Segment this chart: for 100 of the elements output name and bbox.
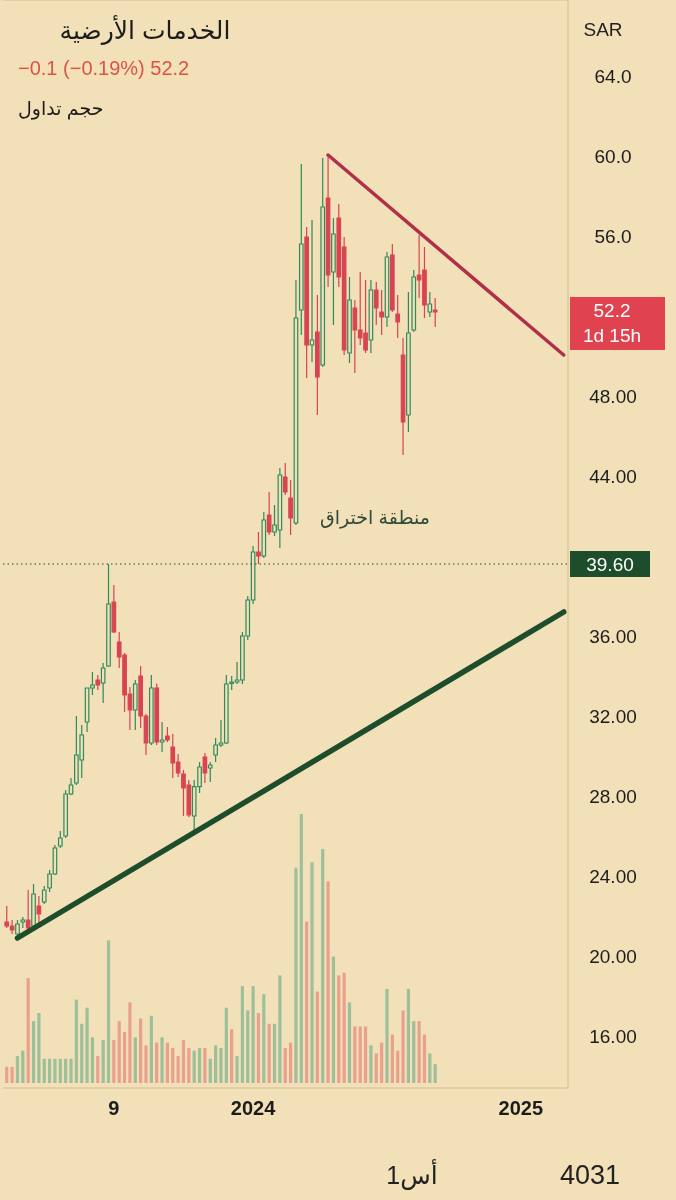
bar	[385, 988, 389, 1083]
bar	[288, 1042, 293, 1083]
bar	[347, 1002, 352, 1083]
candlestick	[31, 883, 36, 929]
text: 52.2	[593, 299, 631, 321]
candlestick	[95, 674, 101, 691]
bar	[272, 1023, 277, 1083]
y-tick-label: 24.00	[589, 865, 637, 887]
y-tick-label: 32.00	[589, 705, 637, 727]
bar	[80, 1023, 84, 1083]
candlestick	[100, 662, 106, 704]
y-tick-label: 44.00	[589, 465, 637, 487]
bar	[5, 1066, 9, 1083]
candlestick	[331, 217, 336, 326]
candlestick	[15, 919, 20, 937]
bar	[74, 999, 78, 1083]
candlestick	[36, 895, 42, 925]
bar	[214, 1045, 218, 1083]
text: 1d 15h	[582, 324, 642, 346]
bar	[251, 986, 255, 1083]
bar	[369, 1045, 373, 1083]
bar	[433, 1064, 437, 1083]
bar	[363, 1026, 368, 1083]
bar	[47, 1058, 52, 1083]
bar	[165, 1042, 170, 1083]
bar	[197, 1048, 202, 1083]
candlestick	[304, 226, 309, 379]
bar	[181, 1039, 186, 1083]
bar	[155, 1042, 159, 1083]
y-tick-label: 36.00	[589, 625, 637, 647]
candlestick	[165, 726, 170, 743]
candlestick	[20, 916, 26, 929]
candlestick	[411, 269, 417, 333]
ref-line-label: 39.60	[586, 553, 634, 575]
bar	[101, 1039, 105, 1083]
candlestick	[389, 243, 395, 313]
bar	[117, 1021, 121, 1083]
candlestick	[293, 279, 299, 526]
bar	[283, 1048, 287, 1083]
bar	[10, 1066, 14, 1083]
bar	[187, 1048, 191, 1083]
candlestick	[379, 289, 384, 336]
candlestick	[202, 752, 208, 784]
bar	[144, 1045, 148, 1083]
annotation: منطقة اختراق	[320, 506, 430, 529]
bar	[267, 1023, 271, 1083]
candlestick	[395, 294, 401, 339]
bar	[326, 881, 330, 1083]
bar	[401, 1010, 405, 1083]
bar	[235, 1056, 239, 1083]
text: 4031	[559, 1160, 621, 1190]
candlestick	[132, 679, 138, 731]
bar	[256, 1013, 261, 1083]
bar	[294, 867, 298, 1083]
candlestick	[57, 830, 63, 849]
candlestick	[309, 219, 315, 363]
candlestick	[347, 276, 352, 364]
candlestick	[432, 297, 438, 328]
candlestick	[41, 885, 47, 905]
bar	[428, 1053, 432, 1083]
bar	[305, 921, 309, 1083]
candlestick	[298, 163, 304, 336]
candlestick	[368, 279, 374, 354]
y-tick-label: 60.0	[594, 145, 632, 167]
x-tick-label: 9	[108, 1097, 120, 1119]
bar	[278, 975, 282, 1083]
bar	[160, 1037, 164, 1083]
annotation: حجم تداول	[18, 97, 104, 120]
candlestick	[288, 479, 293, 536]
candlestick	[282, 462, 288, 496]
bar	[342, 972, 346, 1083]
bar	[37, 1013, 41, 1083]
bar	[171, 1048, 175, 1083]
text: 1أس	[386, 1158, 438, 1190]
bar	[192, 1050, 196, 1083]
y-tick-label: 28.00	[589, 785, 637, 807]
bar	[58, 1058, 62, 1083]
candlestick	[384, 251, 390, 328]
bar	[128, 1002, 132, 1083]
bar	[90, 1037, 95, 1083]
bar	[106, 940, 111, 1083]
bar	[149, 1015, 153, 1083]
bar	[396, 1050, 400, 1083]
bar	[139, 1018, 143, 1083]
bar	[112, 1039, 116, 1083]
candlestick	[159, 721, 165, 753]
bar	[374, 1053, 378, 1083]
candlestick	[261, 511, 267, 559]
bar	[315, 991, 319, 1083]
candlestick	[400, 337, 406, 456]
bar	[353, 1026, 357, 1083]
bar	[69, 1058, 73, 1083]
bar	[337, 975, 341, 1083]
candlestick	[106, 563, 111, 668]
bar	[64, 1058, 68, 1083]
bar	[53, 1058, 57, 1083]
bar	[15, 1056, 20, 1083]
text: الخدمات الأرضية	[59, 14, 231, 45]
bar	[390, 1034, 394, 1083]
bar	[299, 814, 303, 1083]
